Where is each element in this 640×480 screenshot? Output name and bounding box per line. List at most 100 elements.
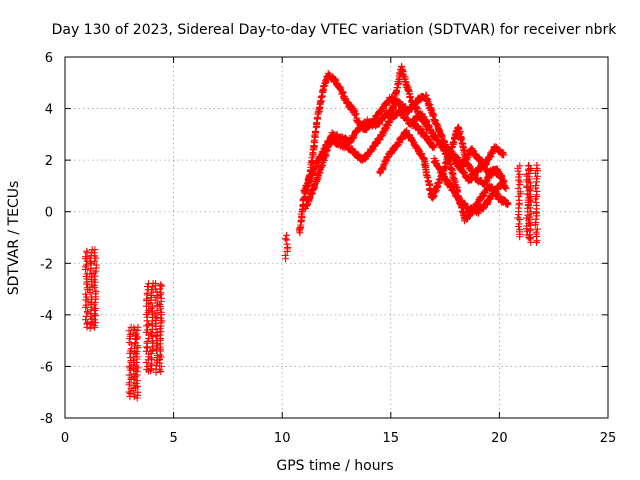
data-point (532, 215, 540, 223)
y-tick-label: 6 (45, 51, 53, 66)
data-point (532, 199, 540, 207)
data-point (312, 162, 320, 170)
data-point (311, 127, 319, 135)
data-point (500, 151, 508, 159)
y-tick-label: -8 (40, 412, 53, 427)
y-tick-label: 0 (45, 206, 53, 221)
data-point (83, 307, 91, 315)
data-point (313, 119, 321, 127)
data-point (326, 138, 334, 146)
data-point (423, 96, 431, 104)
data-point (92, 261, 100, 269)
data-point (435, 126, 443, 134)
data-point (526, 204, 534, 212)
data-point (156, 331, 164, 339)
x-tick-label: 0 (61, 431, 69, 446)
data-point (419, 154, 427, 162)
data-point (145, 320, 153, 328)
data-point (430, 143, 438, 151)
data-point (482, 189, 490, 197)
data-point (86, 324, 94, 332)
data-point (125, 371, 133, 379)
y-axis-ticks: -8 -6 -4 -2 0 2 4 6 (40, 51, 608, 427)
data-point (533, 161, 541, 169)
data-point (130, 393, 138, 401)
data-point (130, 324, 138, 332)
data-point (91, 246, 99, 254)
data-point (148, 330, 156, 338)
data-point (527, 164, 535, 172)
data-point (82, 316, 90, 324)
data-point (525, 170, 533, 178)
data-point (87, 258, 95, 266)
data-point (156, 300, 164, 308)
data-point (514, 214, 522, 222)
data-point (457, 135, 465, 143)
y-tick-label: -4 (40, 309, 53, 324)
data-point (525, 191, 533, 199)
data-point (82, 253, 90, 261)
x-axis-label: GPS time / hours (276, 458, 393, 474)
plot-frame (64, 56, 609, 419)
x-tick-label: 10 (274, 431, 291, 446)
y-tick-label: -6 (40, 360, 53, 375)
data-point (516, 162, 524, 170)
data-point (157, 362, 165, 370)
data-point (525, 231, 533, 239)
data-point (92, 305, 100, 313)
data-point (82, 263, 90, 271)
data-point (151, 296, 159, 304)
data-point (83, 247, 91, 255)
data-point (393, 84, 401, 92)
data-point (533, 187, 541, 195)
data-point (157, 314, 165, 322)
x-tick-label: 15 (383, 431, 400, 446)
data-point (394, 81, 402, 89)
data-point (90, 276, 98, 284)
data-point (446, 160, 454, 168)
data-point (143, 289, 151, 297)
data-point (532, 228, 540, 236)
data-point (504, 200, 512, 208)
y-tick-label: -2 (40, 257, 53, 272)
data-point (351, 111, 359, 119)
data-point (514, 184, 522, 192)
x-tick-label: 5 (169, 431, 177, 446)
data-point (132, 373, 140, 381)
data-point (379, 163, 387, 171)
data-point (157, 289, 165, 297)
data-point (532, 182, 540, 190)
data-point (125, 362, 133, 370)
data-point (515, 220, 523, 228)
data-point (284, 243, 292, 251)
data-point (283, 231, 291, 239)
data-point (527, 234, 535, 242)
data-point (385, 119, 393, 127)
data-point (317, 97, 325, 105)
data-point (525, 185, 533, 193)
data-point (91, 299, 99, 307)
data-point (132, 330, 140, 338)
data-point (144, 363, 152, 371)
data-point (82, 261, 90, 269)
data-point (449, 171, 457, 179)
data-point (469, 147, 477, 155)
data-point (92, 287, 100, 295)
data-point (149, 303, 157, 311)
x-tick-label: 20 (491, 431, 508, 446)
data-point (476, 197, 484, 205)
data-point (281, 251, 289, 259)
data-point (526, 179, 534, 187)
data-point (525, 213, 533, 221)
data-point (91, 323, 99, 331)
data-point (134, 323, 142, 331)
data-point (307, 190, 315, 198)
data-point (157, 281, 165, 289)
data-point (90, 249, 98, 257)
data-point (156, 366, 164, 374)
data-point (134, 388, 142, 396)
data-point (352, 110, 360, 118)
data-point (90, 322, 98, 330)
x-axis-ticks: 0 5 10 15 20 25 (61, 57, 616, 446)
